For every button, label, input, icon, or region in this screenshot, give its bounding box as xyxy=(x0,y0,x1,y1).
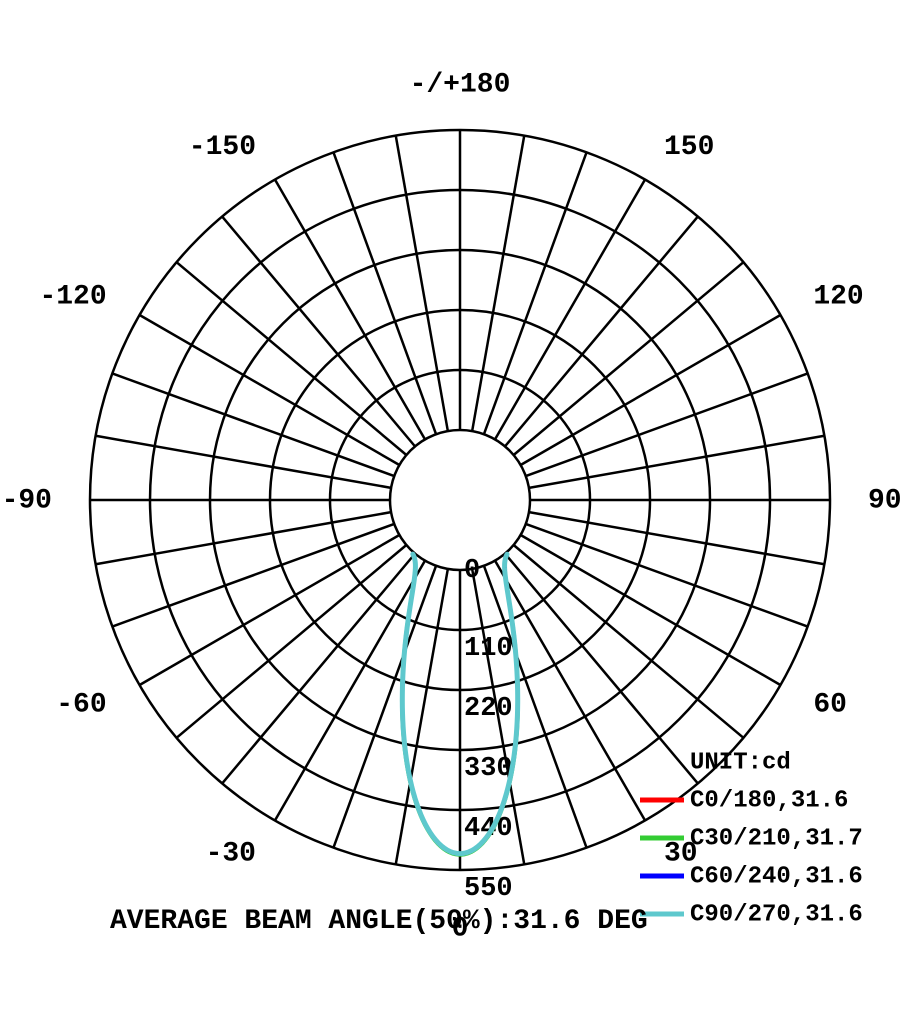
ring-label: 110 xyxy=(464,634,513,664)
legend-label: C30/210,31.7 xyxy=(690,825,863,852)
angle-label: 60 xyxy=(813,689,847,720)
angle-label: -90 xyxy=(2,485,52,516)
angle-label: -60 xyxy=(56,689,106,720)
angle-label: -30 xyxy=(206,839,256,870)
legend-label: C0/180,31.6 xyxy=(690,787,848,814)
legend-label: C90/270,31.6 xyxy=(690,901,863,928)
caption: AVERAGE BEAM ANGLE(50%):31.6 DEG xyxy=(110,906,648,937)
polar-chart: 0110220330440550-/+180-150150-120120-909… xyxy=(0,0,920,1024)
angle-label: 90 xyxy=(868,485,902,516)
legend-title: UNIT:cd xyxy=(690,749,791,776)
ring-label: 330 xyxy=(464,754,513,784)
angle-label: 120 xyxy=(813,281,863,312)
angle-label: 150 xyxy=(664,132,714,163)
angle-label: -120 xyxy=(39,281,106,312)
angle-label: -150 xyxy=(189,132,256,163)
ring-label: 220 xyxy=(464,694,513,724)
ring-label: 0 xyxy=(464,556,480,586)
angle-label: -/+180 xyxy=(410,69,511,100)
legend-label: C60/240,31.6 xyxy=(690,863,863,890)
ring-label: 550 xyxy=(464,874,513,904)
